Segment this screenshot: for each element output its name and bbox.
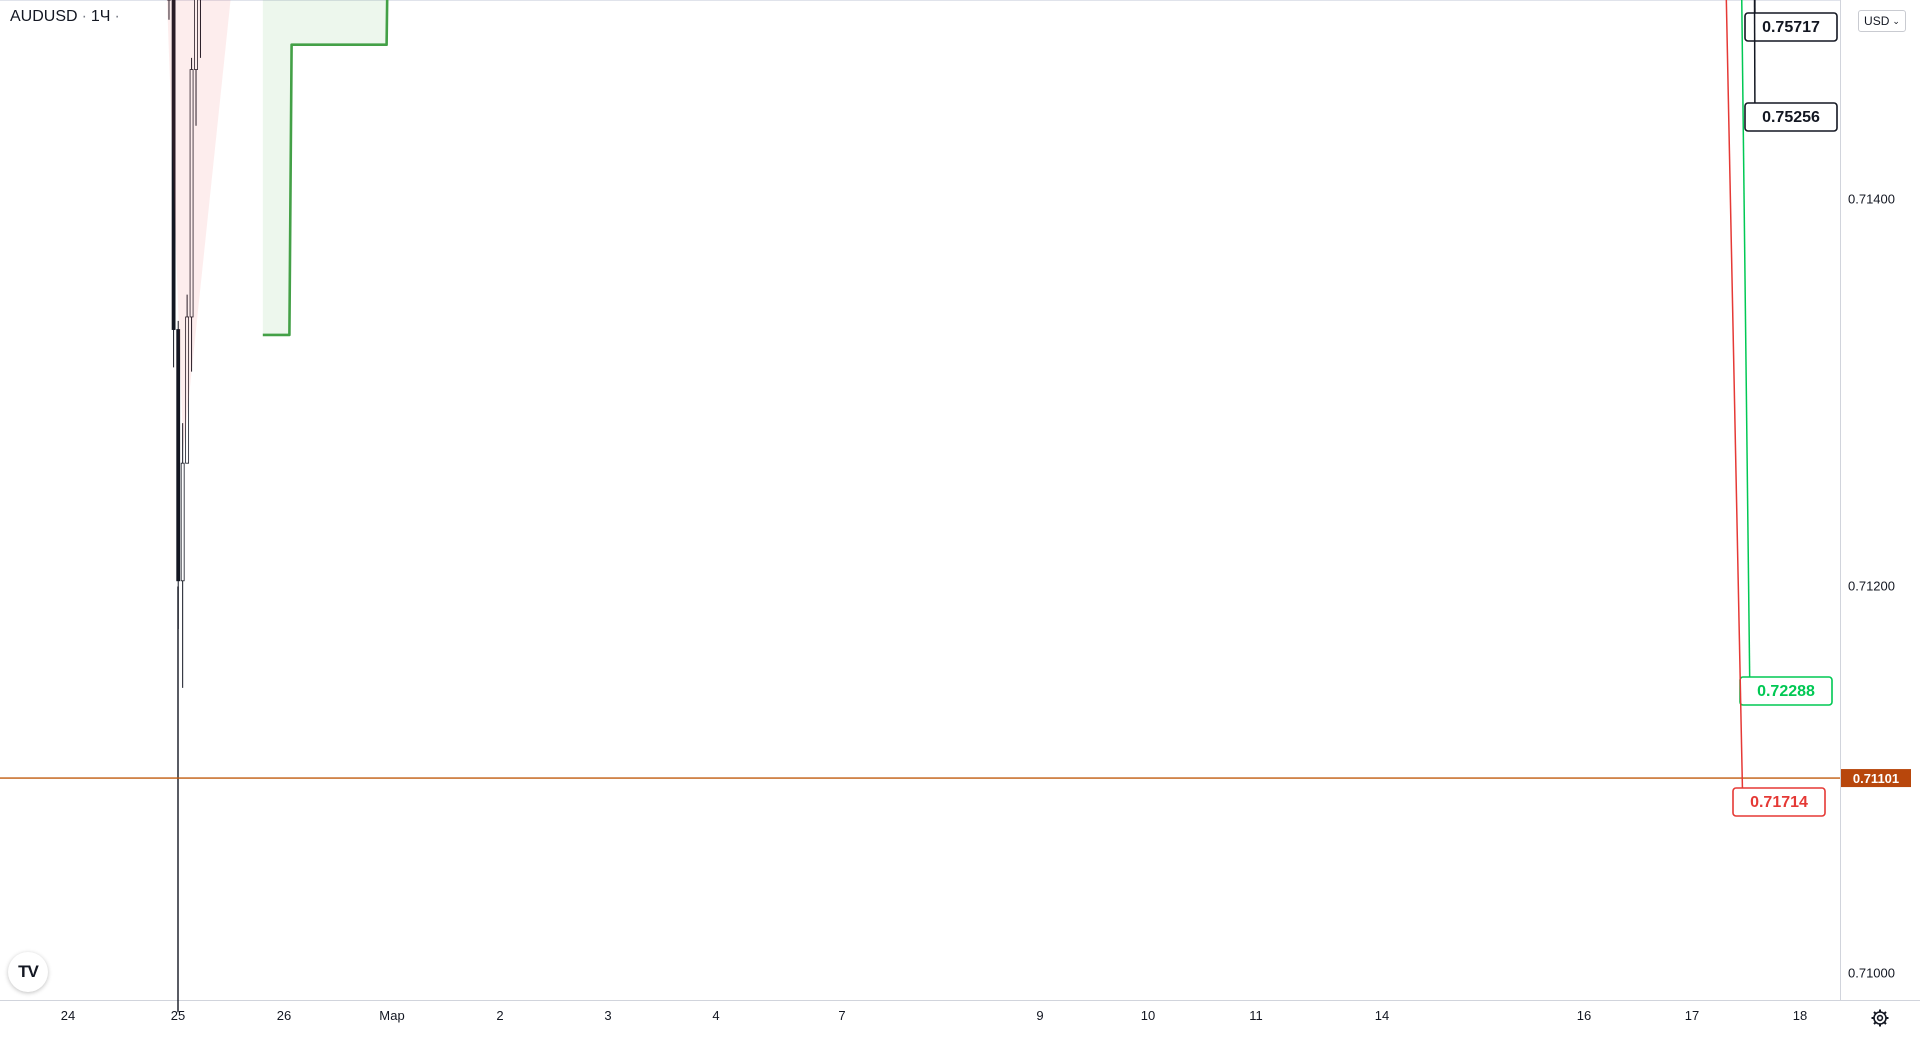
time-tick-label: 7 bbox=[838, 1008, 845, 1023]
callout-text: 0.75256 bbox=[1762, 109, 1820, 126]
candle bbox=[199, 0, 201, 58]
time-tick-label: 24 bbox=[61, 1008, 75, 1023]
price-tick-label: 0.71400 bbox=[1848, 192, 1895, 207]
time-tick-label: 25 bbox=[171, 1008, 185, 1023]
candle-body bbox=[171, 0, 176, 330]
candle-body bbox=[185, 316, 190, 464]
callout-text: 0.75717 bbox=[1762, 19, 1820, 36]
callout-box bbox=[1732, 787, 1826, 817]
gear-icon[interactable] bbox=[1868, 1006, 1892, 1030]
logo-text: TV bbox=[18, 962, 39, 981]
callout-box bbox=[1744, 102, 1838, 132]
time-tick-label: 26 bbox=[277, 1008, 291, 1023]
candle-body bbox=[176, 329, 181, 582]
price-callout[interactable]: 0.75717 bbox=[1726, 0, 1838, 42]
gear-icon-glyph bbox=[1871, 1009, 1889, 1027]
time-tick-label: 11 bbox=[1249, 1008, 1263, 1023]
time-tick-label: 4 bbox=[712, 1008, 719, 1023]
candle-body bbox=[180, 462, 185, 582]
callout-box bbox=[1744, 12, 1838, 42]
candle bbox=[176, 320, 181, 629]
time-tick-label: 3 bbox=[604, 1008, 611, 1023]
symbol-name: AUDUSD bbox=[10, 8, 78, 25]
time-tick-label: 17 bbox=[1685, 1008, 1699, 1023]
callout-text: 0.71714 bbox=[1750, 794, 1808, 811]
candle bbox=[194, 0, 198, 126]
candle bbox=[167, 0, 171, 20]
trailing-stop-up-fill bbox=[262, 0, 388, 335]
price-callout[interactable]: 0.72288 bbox=[1722, 0, 1833, 706]
trailing-stop-down-fill bbox=[167, 0, 231, 451]
price-callout[interactable]: 0.75256 bbox=[1726, 0, 1838, 132]
callout-pointer bbox=[1725, 0, 1744, 817]
price-callout[interactable]: 0.71714 bbox=[1716, 0, 1826, 817]
candle-body bbox=[194, 0, 198, 70]
candle bbox=[189, 57, 194, 372]
candle bbox=[185, 294, 190, 464]
time-tick-label: 2 bbox=[496, 1008, 503, 1023]
candle bbox=[171, 0, 176, 368]
currency-label: USD bbox=[1864, 14, 1890, 28]
price-levels: 0.757170.752560.746400.741320.736680.731… bbox=[0, 769, 1911, 788]
time-tick-label: 14 bbox=[1375, 1008, 1389, 1023]
time-tick-label: Мар bbox=[379, 1008, 404, 1023]
price-tick-label: 0.71200 bbox=[1848, 579, 1895, 594]
time-tick-label: 16 bbox=[1577, 1008, 1591, 1023]
chevron-down-icon: ⌄ bbox=[1892, 15, 1900, 26]
tradingview-logo[interactable]: TV bbox=[8, 952, 48, 992]
symbol-title[interactable]: AUDUSD · 1Ч · bbox=[10, 8, 124, 26]
level-price-label: 0.71101 bbox=[1853, 771, 1899, 786]
level-price-tag bbox=[1841, 769, 1911, 788]
callout-pointer bbox=[1741, 0, 1751, 706]
candle-body bbox=[189, 69, 194, 318]
time-tick-label: 18 bbox=[1793, 1008, 1807, 1023]
title-separator: · bbox=[81, 8, 87, 25]
time-axis-labels: 24 25 26 Мар 2 3 4 7 9 10 11 14 16 17 18 bbox=[61, 1008, 1807, 1023]
symbol-interval: 1Ч bbox=[90, 8, 111, 25]
candle bbox=[180, 423, 185, 688]
callout-text: 0.72288 bbox=[1757, 683, 1815, 700]
price-tick-label: 0.71000 bbox=[1848, 966, 1895, 981]
currency-selector-button[interactable]: USD ⌄ bbox=[1858, 10, 1906, 32]
time-tick-label: 10 bbox=[1141, 1008, 1155, 1023]
candles bbox=[167, 0, 201, 1013]
price-axis-ticks: 0.71400 0.71200 0.71000 bbox=[1848, 192, 1895, 981]
title-separator: · bbox=[114, 8, 120, 25]
time-tick-label: 9 bbox=[1036, 1008, 1043, 1023]
